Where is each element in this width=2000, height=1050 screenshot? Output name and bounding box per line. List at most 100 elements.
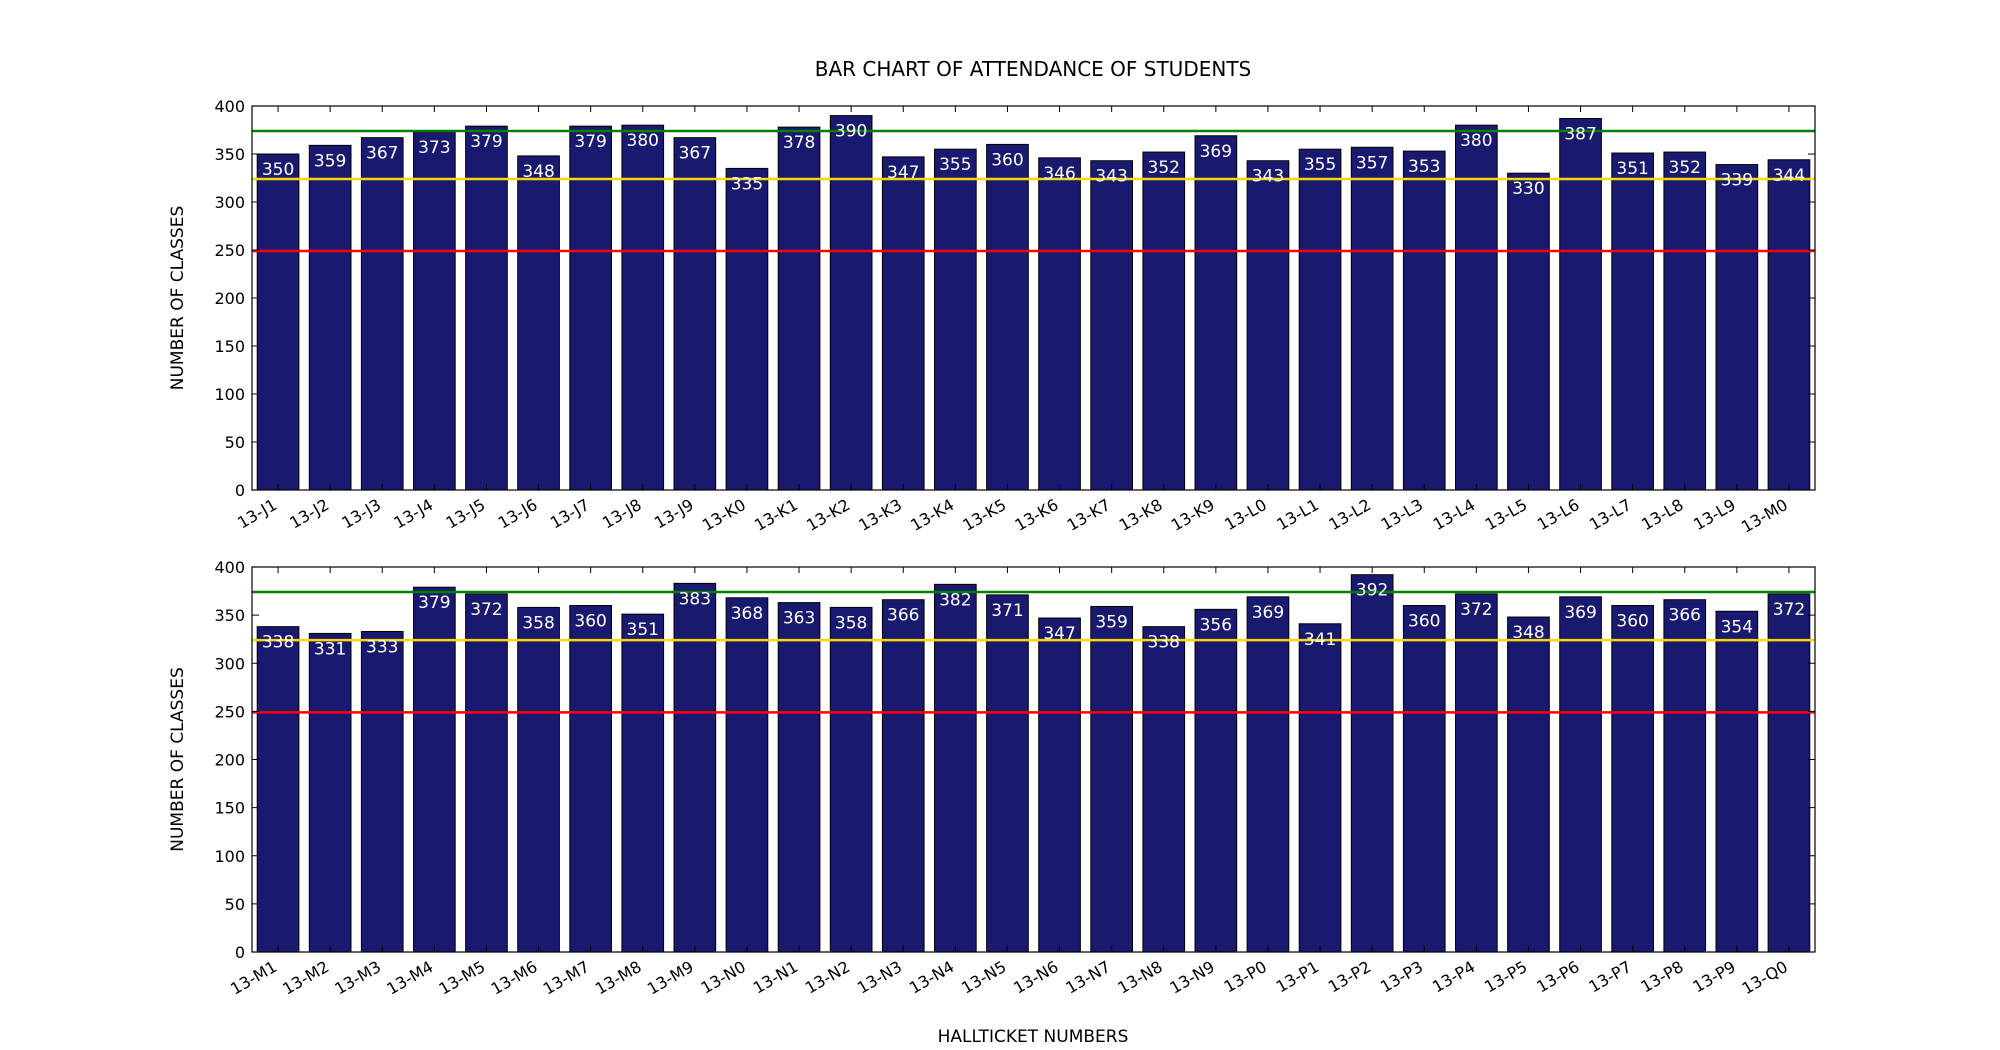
value-label-13-K2: 390 [835,122,867,142]
bar-13-K5 [986,143,1029,491]
bar-13-M8 [621,613,665,953]
y-tick-label: 200 [214,751,245,770]
x-tick-label-13-P8: 13-P8 [1637,957,1686,996]
y-tick-label: 300 [214,193,245,212]
bar-13-N3 [881,599,925,953]
x-axis-label: HALLTICKET NUMBERS [938,1027,1129,1047]
x-tick-label-13-J7: 13-J7 [547,495,593,532]
value-label-13-N0: 368 [731,604,763,624]
value-label-13-J7: 379 [574,132,606,152]
y-tick-label: 50 [225,895,245,914]
x-tick-label-13-M0: 13-M0 [1738,495,1791,537]
chart-title: BAR CHART OF ATTENDANCE OF STUDENTS [815,57,1251,81]
x-tick-label-13-J5: 13-J5 [443,495,489,532]
value-label-13-N2: 358 [835,613,867,633]
value-label-13-L5: 330 [1512,179,1544,199]
value-label-13-J6: 348 [522,162,554,182]
x-tick-label-13-L1: 13-L1 [1273,495,1322,534]
y-tick-label: 100 [214,385,245,404]
x-tick-label-13-M5: 13-M5 [436,957,489,999]
x-tick-label-13-J6: 13-J6 [495,495,541,532]
bar-13-Q0 [1767,593,1811,953]
x-tick-label-13-M6: 13-M6 [488,957,541,999]
x-tick-label-13-K1: 13-K1 [751,495,801,535]
value-label-13-J1: 350 [262,160,294,180]
bar-13-L4 [1455,124,1498,491]
value-label-13-L7: 351 [1616,159,1648,179]
bar-13-K4 [934,148,977,491]
bar-13-L6 [1559,117,1602,491]
bar-13-M5 [465,593,508,953]
x-tick-label-13-K5: 13-K5 [959,495,1009,535]
x-tick-label-13-N4: 13-N4 [906,957,957,998]
x-tick-label-13-N6: 13-N6 [1010,957,1061,998]
bar-13-K8 [1142,151,1186,491]
y-tick-label: 250 [214,241,245,260]
value-label-13-L0: 343 [1252,167,1284,187]
x-tick-label-13-K9: 13-K9 [1168,495,1218,535]
value-label-13-P7: 360 [1616,612,1648,632]
x-tick-label-13-L3: 13-L3 [1378,495,1427,534]
x-tick-label-13-N3: 13-N3 [854,957,905,998]
x-tick-label-13-K4: 13-K4 [907,495,957,535]
bar-13-K3 [881,156,925,491]
value-label-13-N1: 363 [783,609,815,629]
bar-13-M1 [256,626,300,953]
bar-13-J4 [413,131,456,491]
y-tick-label: 150 [214,337,245,356]
bar-13-P8 [1663,599,1707,953]
bar-13-J3 [360,137,404,491]
value-label-13-L4: 380 [1460,131,1492,151]
x-tick-label-13-P7: 13-P7 [1585,957,1634,996]
value-label-13-N4: 382 [939,590,971,610]
bar-13-K2 [829,115,873,491]
x-tick-label-13-K7: 13-K7 [1064,495,1114,535]
x-tick-label-13-P1: 13-P1 [1273,957,1322,996]
x-tick-label-13-L0: 13-L0 [1221,495,1270,534]
value-label-13-K4: 355 [939,155,971,175]
value-label-13-P0: 369 [1252,603,1284,623]
x-tick-label-13-M9: 13-M9 [644,957,697,999]
value-label-13-L8: 352 [1669,158,1701,178]
x-tick-label-13-P2: 13-P2 [1325,957,1374,996]
y-axis-label: NUMBER OF CLASSES [168,206,188,391]
value-label-13-J3: 367 [366,144,398,164]
x-tick-label-13-K0: 13-K0 [699,495,749,535]
value-label-13-N6: 347 [1043,624,1075,644]
value-label-13-J4: 373 [418,138,450,158]
value-label-13-K6: 346 [1043,164,1075,184]
y-tick-label: 400 [214,97,245,116]
value-label-13-L1: 355 [1304,155,1336,175]
bar-13-J2 [308,144,352,491]
x-tick-label-13-N5: 13-N5 [958,957,1009,998]
x-tick-label-13-K2: 13-K2 [803,495,853,535]
x-tick-label-13-N1: 13-N1 [750,957,801,998]
x-tick-label-13-P3: 13-P3 [1377,957,1426,996]
x-tick-label-13-J3: 13-J3 [338,495,384,532]
bar-13-M4 [413,586,456,953]
value-label-13-P3: 360 [1408,612,1440,632]
y-tick-label: 250 [214,702,245,721]
x-tick-label-13-L7: 13-L7 [1586,495,1635,534]
y-tick-label: 150 [214,799,245,818]
value-label-13-P4: 372 [1460,600,1492,620]
bar-13-L7 [1611,152,1654,491]
bar-13-J5 [465,125,508,491]
bar-13-J6 [517,155,560,491]
bar-13-P7 [1611,605,1654,953]
y-tick-label: 350 [214,145,245,164]
bar-13-L8 [1663,151,1707,491]
x-tick-label-13-K6: 13-K6 [1012,495,1062,535]
bar-13-P6 [1559,596,1602,953]
value-label-13-K5: 360 [991,150,1023,170]
bar-13-J8 [621,124,665,491]
x-tick-label-13-M4: 13-M4 [383,957,436,999]
bar-13-M6 [517,606,560,953]
x-tick-label-13-P4: 13-P4 [1429,957,1478,996]
x-tick-label-13-N9: 13-N9 [1167,957,1218,998]
x-tick-label-13-J8: 13-J8 [599,495,645,532]
value-label-13-M9: 383 [679,589,711,609]
x-tick-label-13-N2: 13-N2 [802,957,853,998]
